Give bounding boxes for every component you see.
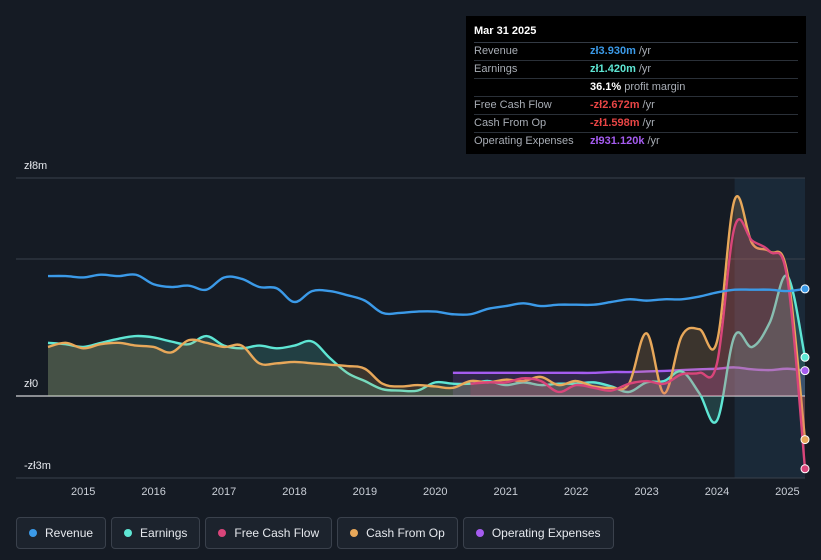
legend-dot-icon bbox=[475, 529, 484, 537]
series-area-earnings bbox=[48, 275, 805, 423]
x-tick-label: 2024 bbox=[705, 486, 729, 498]
x-tick-label: 2020 bbox=[423, 486, 447, 498]
tooltip-row: 36.1% profit margin bbox=[474, 79, 798, 97]
legend-label: Free Cash Flow bbox=[234, 526, 320, 540]
tooltip-row-value: -zł1.598m bbox=[590, 117, 640, 129]
tooltip-row-value: zł3.930m bbox=[590, 45, 636, 57]
legend-dot-icon bbox=[350, 529, 359, 537]
series-end-marker-earnings bbox=[800, 352, 810, 362]
series-end-marker-operating-expenses bbox=[800, 366, 810, 376]
series-end-marker-revenue bbox=[800, 284, 810, 294]
tooltip-row: Revenue zł3.930m/yr bbox=[474, 43, 798, 61]
x-tick-label: 2015 bbox=[71, 486, 95, 498]
legend-label: Operating Expenses bbox=[491, 526, 601, 540]
x-tick-label: 2016 bbox=[141, 486, 165, 498]
y-tick-label: -zł3m bbox=[24, 460, 51, 472]
x-tick-label: 2025 bbox=[775, 486, 799, 498]
tooltip-row-unit: /yr bbox=[642, 99, 655, 111]
tooltip-row-label: Operating Expenses bbox=[474, 135, 574, 147]
legend-label: Earnings bbox=[140, 526, 188, 540]
series-free-cash-flow bbox=[470, 218, 807, 469]
tooltip-row-unit: /yr bbox=[647, 135, 660, 147]
series-area-free-cash-flow bbox=[470, 219, 805, 469]
tooltip-row-label bbox=[474, 79, 590, 96]
series-end-marker-cash-from-op bbox=[800, 435, 810, 445]
gridlines bbox=[16, 177, 805, 479]
legend-item-free-cash-flow[interactable]: Free Cash Flow bbox=[205, 517, 333, 549]
tooltip-row-value: zł931.120k bbox=[590, 135, 645, 147]
x-tick-label: 2021 bbox=[493, 486, 517, 498]
series-line-earnings bbox=[47, 274, 807, 424]
tooltip-row-unit: /yr bbox=[642, 117, 655, 129]
legend-item-operating-expenses[interactable]: Operating Expenses bbox=[462, 517, 614, 549]
legend-dot-icon bbox=[29, 529, 37, 537]
x-tick-label: 2018 bbox=[282, 486, 306, 498]
tooltip-panel: Mar 31 2025 Revenue zł3.930m/yr Earnings zł… bbox=[466, 16, 806, 154]
legend-item-revenue[interactable]: Revenue bbox=[16, 517, 107, 549]
series-layer bbox=[47, 195, 807, 469]
y-tick-label: zł0 bbox=[24, 378, 38, 390]
series-area-cash-from-op bbox=[48, 196, 805, 440]
series-end-markers bbox=[800, 284, 810, 474]
tooltip-row: Free Cash Flow -zł2.672m/yr bbox=[474, 97, 798, 115]
y-axis-labels: zł8m zł0 -zł3m bbox=[24, 160, 51, 472]
legend-dot-icon bbox=[124, 529, 133, 537]
x-tick-label: 2017 bbox=[212, 486, 236, 498]
series-line-cash-from-op bbox=[47, 195, 807, 440]
tooltip-row-value: -zł2.672m bbox=[590, 99, 640, 111]
tooltip-row-value: 36.1% bbox=[590, 81, 622, 93]
tooltip-row-label: Revenue bbox=[474, 45, 519, 57]
series-earnings bbox=[47, 274, 807, 424]
tooltip-row-label: Earnings bbox=[474, 63, 518, 75]
legend-item-cash-from-op[interactable]: Cash From Op bbox=[337, 517, 458, 549]
y-tick-label: zł8m bbox=[24, 160, 47, 172]
tooltip-row-label: Cash From Op bbox=[474, 117, 547, 129]
tooltip-row-unit: /yr bbox=[638, 45, 652, 57]
tooltip-row-value: zł1.420m bbox=[590, 63, 636, 75]
x-tick-label: 2022 bbox=[564, 486, 588, 498]
tooltip-row: Cash From Op -zł1.598m/yr bbox=[474, 115, 798, 133]
chart-area: zł8m zł0 -zł3m 2015 2016 2017 2018 2019 2020 202… bbox=[16, 160, 810, 498]
legend-label: Revenue bbox=[45, 526, 94, 540]
tooltip-row-unit: profit margin bbox=[624, 81, 686, 93]
x-tick-label: 2023 bbox=[634, 486, 658, 498]
series-cash-from-op bbox=[47, 195, 807, 440]
legend-label: Cash From Op bbox=[366, 526, 445, 540]
series-line-operating-expenses bbox=[452, 366, 806, 375]
tooltip-row-unit: /yr bbox=[638, 63, 652, 75]
tooltip-row: Operating Expenses zł931.120k/yr bbox=[474, 133, 798, 150]
tooltip-rows: Revenue zł3.930m/yr Earnings zł1.420m/yr 36.… bbox=[474, 43, 798, 150]
series-line-free-cash-flow bbox=[470, 218, 807, 469]
series-end-marker-free-cash-flow bbox=[800, 464, 810, 474]
legend: Revenue Earnings Free Cash Flow Cash From O… bbox=[16, 517, 614, 549]
tooltip-date: Mar 31 2025 bbox=[474, 24, 798, 43]
series-revenue bbox=[47, 273, 806, 317]
tooltip-row-label: Free Cash Flow bbox=[474, 99, 552, 111]
legend-item-earnings[interactable]: Earnings bbox=[111, 517, 201, 549]
x-tick-label: 2019 bbox=[353, 486, 377, 498]
x-axis-labels: 2015 2016 2017 2018 2019 2020 2021 2022 2023 2024… bbox=[71, 486, 800, 498]
legend-dot-icon bbox=[218, 529, 227, 537]
series-line-revenue bbox=[47, 273, 806, 317]
tooltip-row: Earnings zł1.420m/yr bbox=[474, 61, 798, 79]
